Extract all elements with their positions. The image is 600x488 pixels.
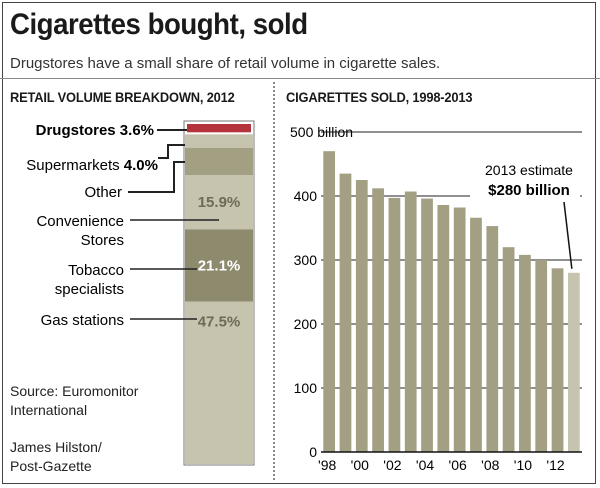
callout-supermarkets: Supermarkets 4.0% [26,157,158,174]
stack-segment-supermarkets [185,134,253,148]
bar-2011 [535,260,548,452]
callout-specialists: specialists [55,281,124,298]
callout-other: Other [84,184,122,201]
segment-value-label: 47.5% [198,314,241,331]
byline-line-2: Post-Gazette [10,458,92,474]
stack-segment-tobacco-specialists [185,229,253,302]
byline: James Hilston/ Post-Gazette [10,438,102,476]
estimate-annotation-box [470,158,580,204]
sold-chart-title: CIGARETTES SOLD, 1998-2013 [286,89,473,105]
bar-2007 [470,217,482,452]
bar-2010 [519,254,531,452]
y-tick-label: 500 billion [290,124,353,140]
y-tick-label: 200 [294,316,318,332]
stack-segment-drugstores [187,124,251,133]
estimate-annotation-line2: $280 billion [488,182,570,199]
bar-1999 [339,173,352,452]
y-tick-label: 300 [294,252,318,268]
bar-1998 [323,151,336,452]
callout-drugstores: Drugstores 3.6% [36,122,154,139]
bar-2005 [437,204,450,452]
x-tick-label: '02 [383,457,401,473]
callout-tobacco: Tobacco [68,262,124,279]
byline-line-1: James Hilston/ [10,439,102,455]
stack-segment-other [185,147,253,176]
x-tick-label: '98 [318,457,336,473]
bar-2009 [502,247,515,452]
source-note: Source: Euromonitor International [10,382,138,420]
x-tick-label: '06 [449,457,467,473]
bar-2012 [551,268,564,452]
page-subtitle: Drugstores have a small share of retail … [10,55,441,72]
bar-2004 [421,198,433,452]
stack-bar-outline [183,120,255,466]
header-rule [0,78,600,79]
breakdown-chart: 15.9% 21.1% 47.5% Drugstores 3.6% Supermarke… [26,120,255,466]
x-tick-label: '12 [546,457,564,473]
segment-value-label: 15.9% [198,194,241,211]
source-line-2: International [10,402,88,418]
bar-2001 [372,188,384,452]
page-title: Cigarettes bought, sold [10,8,308,41]
x-tick-label: '10 [514,457,532,473]
callout-convenience: Convenience [36,213,124,230]
y-tick-label: 400 [294,188,318,204]
bar-2003 [404,191,417,452]
y-tick-label: 100 [294,380,318,396]
graphic-frame [2,2,596,484]
stack-segment-gas-stations [185,301,253,464]
estimate-annotation-pointer [563,201,573,269]
bar-2008 [486,226,499,452]
x-tick-label: '04 [416,457,434,473]
bar-2013 [567,272,580,452]
x-tick-label: '00 [351,457,369,473]
callout-line-supermarkets [158,144,185,159]
bar-2000 [355,180,368,452]
estimate-annotation-line1: 2013 estimate [485,162,573,178]
x-tick-label: '08 [481,457,499,473]
panel-divider [273,82,275,480]
source-line-1: Source: Euromonitor [10,383,139,399]
callout-gas-stations: Gas stations [41,312,124,329]
segment-value-label: 21.1% [198,257,241,274]
breakdown-chart-title: RETAIL VOLUME BREAKDOWN, 2012 [10,89,235,105]
bar-2006 [453,207,466,452]
callout-stores: Stores [81,232,124,249]
callout-line-other [128,161,185,193]
sold-chart: 0 100 200 300 400 500 billion '98 '00 '02 '04 '06 '… [290,124,582,473]
y-tick-label: 0 [309,444,317,460]
bar-2002 [388,197,401,452]
